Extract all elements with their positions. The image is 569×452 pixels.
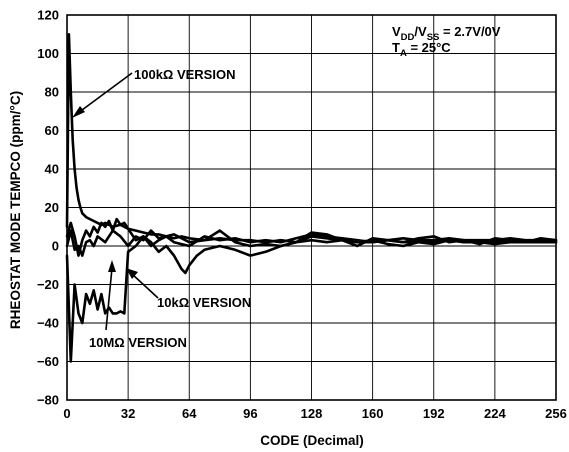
y-tick-label: −80 <box>37 393 59 408</box>
plot-area-frame <box>66 14 557 401</box>
annotation-arrow-100k <box>77 72 133 114</box>
annotation-10k-version: 10kΩ VERSION <box>157 295 251 310</box>
annotation-arrowhead-10k <box>126 268 138 279</box>
y-axis-title: RHEOSTAT MODE TEMPCO (ppm/°C) <box>8 91 23 329</box>
x-tick-labels: 0 32 64 96 128 160 192 224 256 <box>63 406 566 421</box>
grid <box>66 14 557 401</box>
temperature-condition-label: TA = 25°C <box>392 40 451 59</box>
x-tick-label: 192 <box>423 406 445 421</box>
x-tick-label: 32 <box>121 406 135 421</box>
annotation-100k-version: 100kΩ VERSION <box>134 67 235 82</box>
y-tick-label: 100 <box>37 46 59 61</box>
annotation-arrowhead-100k <box>72 106 85 118</box>
annotation-10m-version: 10MΩ VERSION <box>89 335 187 350</box>
annotation-arrow-10k <box>131 273 159 299</box>
series-line-1 <box>65 32 558 244</box>
x-tick-label: 256 <box>545 406 567 421</box>
supply-condition-label: VDD/VSS = 2.7V/0V <box>392 24 501 43</box>
x-tick-label: 128 <box>301 406 323 421</box>
series-line-4 <box>65 229 558 257</box>
y-tick-label: −20 <box>37 277 59 292</box>
y-tick-label: 120 <box>37 8 59 23</box>
y-tick-label: 20 <box>45 200 59 215</box>
series-line-2 <box>65 235 558 363</box>
y-tick-label: 60 <box>45 123 59 138</box>
x-axis-title: CODE (Decimal) <box>260 433 364 448</box>
x-tick-label: 64 <box>182 406 197 421</box>
y-tick-label: −40 <box>37 316 59 331</box>
series-lines <box>65 32 558 363</box>
x-tick-label: 160 <box>362 406 384 421</box>
x-tick-label: 0 <box>63 406 70 421</box>
x-tick-label: 96 <box>243 406 257 421</box>
y-tick-label: −60 <box>37 354 59 369</box>
annotation-arrow-10m <box>105 267 113 331</box>
annotation-arrowhead-10m <box>108 260 116 272</box>
x-tick-label: 224 <box>484 406 506 421</box>
y-tick-label: 80 <box>45 85 59 100</box>
y-tick-label: 0 <box>52 239 59 254</box>
y-tick-label: 40 <box>45 162 59 177</box>
y-tick-labels: −80 −60 −40 −20 0 20 40 60 80 100 120 <box>37 8 59 408</box>
